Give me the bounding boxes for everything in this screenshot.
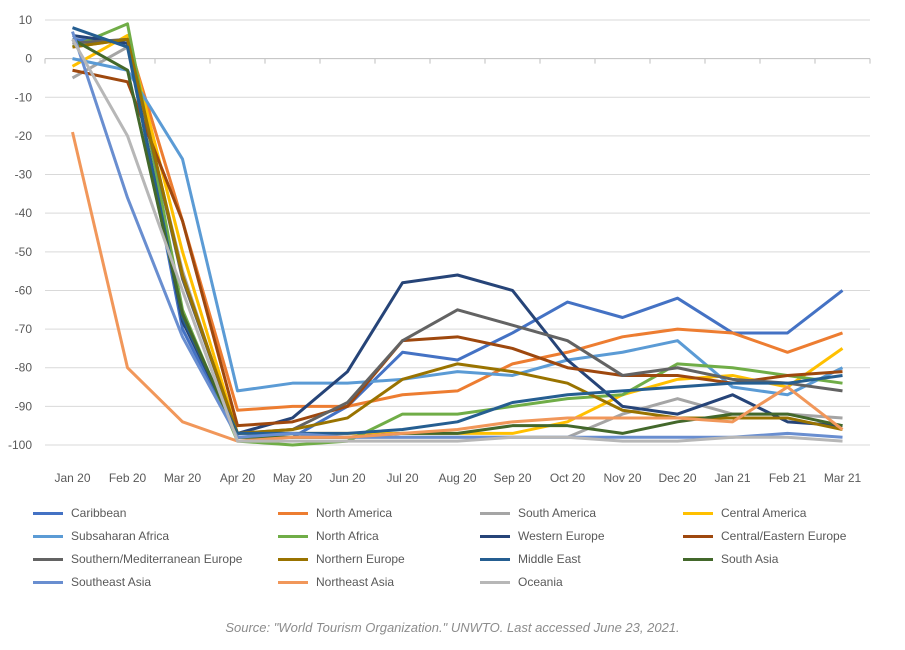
legend-label: Southern/Mediterranean Europe (71, 552, 243, 566)
legend-item: Western Europe (480, 528, 683, 544)
series-line-south-asia (71, 38, 843, 439)
y-tick-label: -50 (15, 245, 33, 259)
legend-label: Northern Europe (316, 552, 405, 566)
legend-swatch (480, 557, 510, 561)
legend-swatch (33, 557, 63, 561)
x-tick-label: Aug 20 (438, 471, 476, 485)
y-tick-label: -70 (15, 322, 33, 336)
x-tick-label: Nov 20 (603, 471, 641, 485)
y-tick-label: 0 (25, 52, 32, 66)
legend-swatch (480, 534, 510, 538)
legend-label: South Asia (721, 552, 779, 566)
y-tick-label: -10 (15, 90, 33, 104)
legend-label: South America (518, 506, 597, 520)
x-tick-label: Mar 21 (824, 471, 862, 485)
line-chart: 10 0 -10 -20 -30 -40 -50 -60 -70 -80 -90 -100 Jan 20… (8, 13, 871, 485)
source-note: Source: "World Tourism Organization." UN… (225, 620, 680, 635)
legend-item: Caribbean (33, 505, 278, 521)
legend-label: Western Europe (518, 529, 605, 543)
legend-swatch (683, 534, 713, 538)
legend-swatch (480, 580, 510, 584)
legend-item: Subsaharan Africa (33, 528, 278, 544)
series-line-central-eastern-europe (72, 68, 843, 428)
x-tick-label: Apr 20 (220, 471, 256, 485)
series-line-subsaharan-africa (72, 57, 844, 397)
legend-item: South America (480, 505, 683, 521)
legend-item: Middle East (480, 551, 683, 567)
series-line-caribbean (72, 37, 844, 439)
legend-label: Caribbean (71, 506, 127, 520)
legend-item: Northern Europe (278, 551, 480, 567)
legend-label: Oceania (518, 575, 563, 589)
series-line-western-europe (72, 33, 843, 435)
legend-item: Oceania (480, 574, 683, 590)
y-tick-label: -80 (15, 361, 33, 375)
legend-label: Northeast Asia (316, 575, 395, 589)
legend-swatch (278, 580, 308, 584)
legend-item: Northeast Asia (278, 574, 480, 590)
x-tick-label: Jul 20 (386, 471, 418, 485)
legend-item: Central/Eastern Europe (683, 528, 893, 544)
x-tick-label: May 20 (273, 471, 313, 485)
legend-swatch (683, 557, 713, 561)
legend-item: North America (278, 505, 480, 521)
series-line-central-america (71, 33, 844, 435)
legend-swatch (33, 534, 63, 538)
legend-label: Southeast Asia (71, 575, 152, 589)
series-line-northeast-asia (71, 131, 844, 443)
legend-item: North Africa (278, 528, 480, 544)
y-tick-label: 10 (19, 13, 33, 27)
y-tick-label: -60 (15, 283, 33, 297)
legend-swatch (33, 511, 63, 515)
legend-swatch (683, 511, 713, 515)
legend-label: Subsaharan Africa (71, 529, 170, 543)
legend-swatch (278, 534, 308, 538)
x-tick-label: Jan 20 (54, 471, 90, 485)
legend-item: South Asia (683, 551, 893, 567)
x-tick-label: Feb 21 (769, 471, 807, 485)
x-tick-label: Sep 20 (493, 471, 531, 485)
y-tick-label: -20 (15, 129, 33, 143)
x-tick-label: Feb 20 (109, 471, 147, 485)
legend-label: Central America (721, 506, 807, 520)
legend-item: Southeast Asia (33, 574, 278, 590)
y-tick-label: -30 (15, 168, 33, 182)
x-tick-label: Jan 21 (714, 471, 750, 485)
series-line-north-america (72, 37, 843, 412)
legend-label: North Africa (316, 529, 379, 543)
legend: Caribbean North America South America Centr… (33, 505, 893, 590)
x-tick-label: Oct 20 (550, 471, 586, 485)
x-tick-label: Mar 20 (164, 471, 202, 485)
x-tick-label: Dec 20 (658, 471, 696, 485)
legend-swatch (278, 511, 308, 515)
legend-label: Middle East (518, 552, 581, 566)
legend-label: North America (316, 506, 393, 520)
y-tick-label: -90 (15, 399, 33, 413)
legend-label: Central/Eastern Europe (721, 529, 847, 543)
y-tick-label: -100 (8, 438, 32, 452)
y-tick-label: -40 (15, 206, 33, 220)
legend-swatch (480, 511, 510, 515)
legend-swatch (33, 580, 63, 584)
series-line-oceania (71, 38, 843, 443)
x-tick-label: Jun 20 (329, 471, 365, 485)
legend-item: Central America (683, 505, 893, 521)
legend-swatch (278, 557, 308, 561)
legend-item: Southern/Mediterranean Europe (33, 551, 278, 567)
